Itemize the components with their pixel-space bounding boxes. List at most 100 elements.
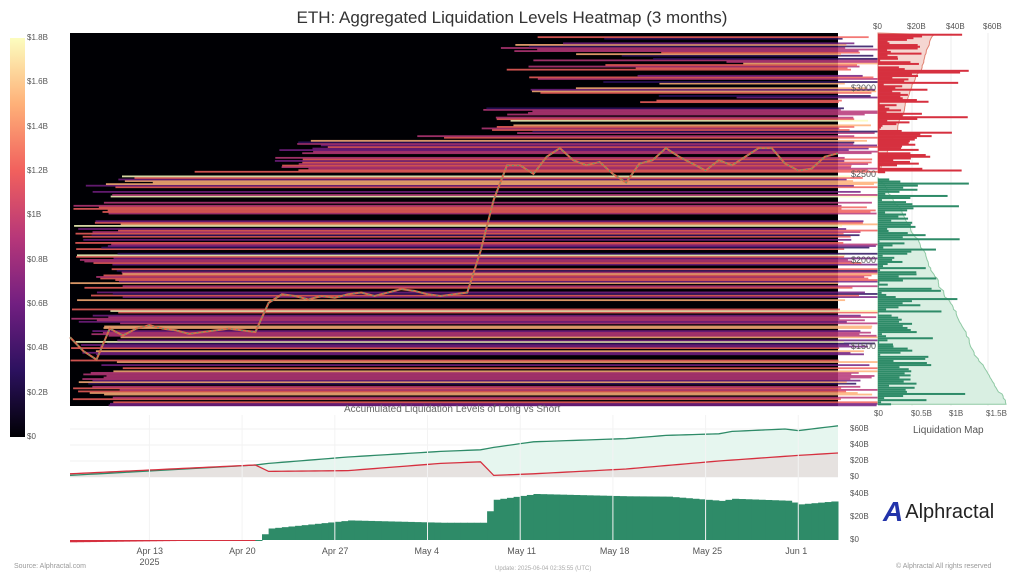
delta-bar	[401, 521, 409, 540]
delta-bar	[672, 497, 680, 540]
long-liquidation-bar	[878, 310, 942, 313]
heatmap-band	[496, 125, 855, 128]
heatmap-band	[537, 78, 883, 80]
short-liquidation-bar	[878, 62, 919, 65]
liq-map-top-tick: $20B	[907, 22, 926, 31]
delta-bar	[295, 525, 303, 540]
long-liquidation-bar	[878, 273, 917, 276]
delta-bar	[725, 499, 733, 540]
short-liquidation-bar	[878, 73, 912, 76]
delta-bar	[394, 521, 402, 540]
heatmap-band	[73, 204, 842, 207]
delta-bar	[460, 522, 468, 540]
delta-bar	[427, 522, 435, 540]
delta-bar	[361, 520, 369, 540]
heatmap-band	[506, 68, 851, 71]
long-liquidation-bar	[878, 353, 881, 356]
delta-bar	[778, 500, 786, 540]
heatmap-band	[72, 398, 841, 401]
short-liquidation-bar	[878, 99, 917, 102]
heatmap-band	[96, 291, 865, 294]
delta-bar	[248, 540, 256, 541]
short-liquidation-bar	[878, 61, 911, 64]
x-tick: Apr 27	[321, 546, 349, 556]
colorbar-tick: $0.6B	[27, 299, 48, 308]
long-liquidation-bar	[878, 362, 927, 365]
heatmap-band	[279, 149, 849, 151]
long-liquidation-bar	[878, 384, 890, 387]
delta-bar	[500, 498, 508, 540]
long-liquidation-bar	[878, 250, 912, 253]
long-liquidation-bar	[878, 277, 937, 280]
heatmap-band	[496, 118, 855, 121]
long-liquidation-bar	[878, 374, 911, 377]
short-liquidation-bar	[878, 148, 919, 151]
delta-bar	[103, 540, 111, 542]
short-liquidation-bar	[878, 123, 897, 126]
heatmap-band	[82, 235, 851, 238]
heatmap-band	[84, 260, 853, 263]
delta-tick: $20B	[850, 512, 869, 521]
long-liquidation-bar	[878, 390, 907, 393]
heatmap-band	[621, 54, 874, 57]
heatmap-band	[83, 238, 852, 241]
heatmap-band	[122, 285, 891, 288]
heatmap-band	[95, 350, 864, 353]
heatmap-band	[71, 308, 840, 311]
heatmap-band	[92, 314, 861, 317]
short-liquidation-bar	[878, 102, 880, 105]
short-liquidation-bar	[878, 145, 903, 148]
short-liquidation-bar	[878, 133, 921, 136]
price-tick: $3000	[851, 83, 877, 93]
accumulated-tick: $60B	[850, 424, 869, 433]
heatmap-band	[533, 59, 878, 62]
short-liquidation-bar	[878, 136, 917, 139]
long-liquidation-bar	[878, 318, 902, 321]
heatmap-band	[507, 113, 865, 116]
heatmap-band	[98, 206, 867, 209]
heatmap-band	[112, 293, 881, 295]
long-liquidation-bar	[878, 399, 927, 402]
delta-bar	[215, 540, 223, 541]
delta-bar	[573, 494, 581, 540]
short-liquidation-bar	[878, 37, 914, 40]
long-liquidation-bar	[878, 227, 888, 230]
short-liquidation-bar	[878, 119, 888, 122]
short-liquidation-bar	[878, 74, 919, 77]
delta-bar	[586, 495, 594, 540]
long-liquidation-bar	[878, 308, 887, 311]
heatmap-band	[96, 319, 865, 322]
short-liquidation-bar	[878, 171, 886, 174]
delta-bar	[738, 499, 746, 540]
colorbar-tick: $1.2B	[27, 166, 48, 175]
heatmap-band	[111, 243, 880, 246]
delta-bar	[454, 522, 462, 540]
heatmap-band	[417, 135, 855, 138]
heatmap-band	[528, 112, 886, 114]
heatmap-band	[76, 254, 845, 257]
heatmap-band	[82, 378, 851, 380]
short-liquidation-bar	[878, 160, 910, 163]
heatmap-band	[640, 101, 839, 104]
long-liquidation-bar	[878, 260, 903, 263]
long-liquidation-bar	[878, 395, 904, 398]
source-label: Source: Alphractal.com	[14, 563, 86, 570]
long-liquidation-bar	[878, 293, 887, 296]
delta-bar	[473, 522, 481, 540]
long-liquidation-bar	[878, 265, 884, 268]
long-liquidation-bar	[878, 215, 899, 218]
heatmap-band	[528, 45, 874, 48]
liq-map-top-tick: $0	[873, 22, 882, 31]
heatmap-band	[563, 42, 855, 45]
delta-bar	[659, 496, 667, 540]
heatmap-band	[83, 373, 852, 376]
delta-bar	[169, 540, 177, 542]
heatmap-band	[107, 245, 876, 247]
heatmap-band	[71, 347, 840, 350]
delta-bar	[791, 502, 799, 540]
long-liquidation-bar	[878, 324, 903, 327]
heatmap-band	[481, 127, 840, 130]
delta-bar	[566, 494, 574, 540]
delta-bar	[745, 499, 753, 540]
delta-bar	[533, 494, 541, 540]
